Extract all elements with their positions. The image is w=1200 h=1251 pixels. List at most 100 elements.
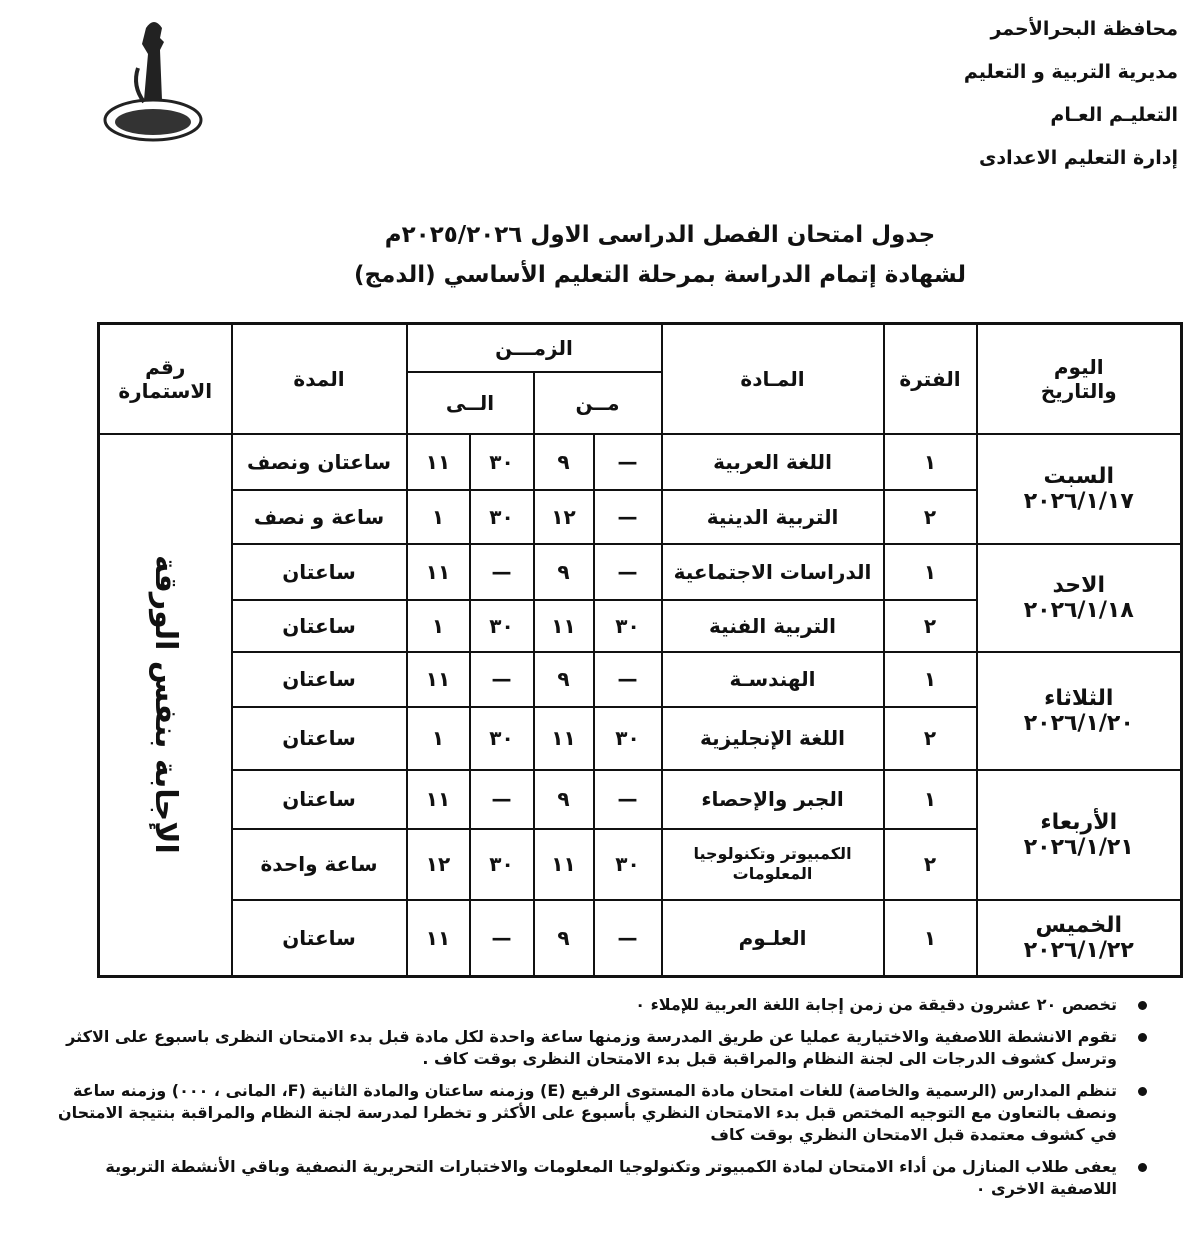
form-note: الإجابة بنفس الورقة: [147, 555, 183, 855]
header-subject: المـادة: [660, 322, 885, 435]
note: يعفى طلاب المنازل من أداء الامتحان لمادة…: [40, 1156, 1155, 1200]
to-hour: ١: [405, 705, 471, 771]
duration: ساعة واحدة: [230, 827, 408, 901]
period: ١: [882, 768, 978, 830]
duration: ساعتان ونصف: [230, 432, 408, 491]
header-period: الفترة: [882, 322, 978, 435]
table-row: ٢ اللغة الإنجليزية ٣٠ ١١ ٣٠ ١ ساعتان: [99, 705, 1182, 771]
day-date: ٢٠٢٦/١/٢٢: [1023, 937, 1134, 963]
from-minute: —: [592, 542, 663, 601]
subject: التربية الفنية: [660, 598, 885, 653]
subject: الدراسات الاجتماعية: [660, 542, 885, 601]
notes: تخصص ٢٠ عشرون دقيقة من زمن إجابة اللغة ا…: [40, 994, 1155, 1210]
subject: التربية الدينية: [660, 488, 885, 545]
from-minute: ٣٠: [592, 705, 663, 771]
day-cell: الاحد ٢٠٢٦/١/١٨: [975, 542, 1183, 653]
header-row: مــن الــى: [99, 370, 1182, 435]
table-row: ٢ التربية الدينية —١٢ ٣٠ ١ ساعة و نصف: [99, 488, 1182, 545]
to-minute: ٣٠: [468, 432, 535, 491]
table-row: الثلاثاء ٢٠٢٦/١/٢٠ ١ الهندسـة —٩—١١ ساعتان: [99, 650, 1183, 771]
table-head: اليوم والتاريخ الفترة المـادة الزمـــن ا…: [97, 322, 1183, 435]
note: تنظم المدارس (الرسمية والخاصة) للغات امت…: [40, 1080, 1155, 1146]
day-date: ٢٠٢٦/١/١٨: [1023, 597, 1134, 623]
to-hour: ١١: [405, 768, 471, 830]
to-minute: —: [468, 768, 535, 830]
day-cell: الأربعاء ٢٠٢٦/١/٢١: [975, 768, 1183, 901]
to-hour: ١١: [405, 898, 471, 978]
from-hour: ١٢: [532, 488, 595, 545]
to-hour: ١١: [405, 542, 471, 601]
to-hour: ١٢: [405, 827, 471, 901]
note: تخصص ٢٠ عشرون دقيقة من زمن إجابة اللغة ا…: [40, 994, 1155, 1016]
note: تقوم الانشطة اللاصفية والاختيارية عمليا …: [40, 1026, 1155, 1070]
period: ٢: [882, 488, 978, 545]
day-cell: الثلاثاء ٢٠٢٦/١/٢٠: [975, 650, 1183, 771]
day-date: ٢٠٢٦/١/١٧: [1023, 488, 1134, 514]
emblem: [103, 22, 203, 142]
header-day-date: اليوم والتاريخ: [1040, 354, 1117, 403]
day-name: الثلاثاء: [1044, 685, 1114, 711]
from-minute: ٣٠: [592, 827, 663, 901]
to-hour: ١: [405, 598, 471, 653]
header-form-number: رقم الاستمارة: [118, 354, 213, 403]
to-minute: ٣٠: [468, 827, 535, 901]
title-line: لشهادة إتمام الدراسة بمرحلة التعليم الأس…: [354, 262, 966, 288]
duration: ساعتان: [230, 768, 408, 830]
form-cell: الإجابة بنفس الورقة: [97, 432, 233, 978]
period: ٢: [882, 598, 978, 653]
header-line: التعليـم العـام: [1050, 104, 1178, 126]
emblem-arm: [134, 67, 146, 104]
duration: ساعتان: [230, 542, 408, 601]
to-minute: —: [468, 542, 535, 601]
table-row: الأربعاء ٢٠٢٦/١/٢١ ١ الجبر والإحصاء —٩—١١ ساع…: [99, 768, 1183, 901]
table-row: الخميس ٢٠٢٦/١/٢٢ ١ العلـوم —٩—١١ ساعتان: [99, 898, 1183, 978]
from-hour: ٩: [532, 542, 595, 601]
duration: ساعتان: [230, 705, 408, 771]
subject: الجبر والإحصاء: [660, 768, 885, 830]
table-row: السبت ٢٠٢٦/١/١٧ ١ اللغة العربية —٩ ٣٠ ١١ ساعتان…: [97, 432, 1183, 978]
from-minute: —: [592, 768, 663, 830]
to-hour: ١: [405, 488, 471, 545]
period: ١: [882, 542, 978, 601]
day-cell: السبت ٢٠٢٦/١/١٧: [975, 432, 1183, 545]
header-cell: رقم الاستمارة: [97, 322, 233, 435]
duration: ساعتان: [230, 598, 408, 653]
from-minute: —: [592, 488, 663, 545]
day-name: السبت: [1043, 463, 1114, 489]
table-row: الاحد ٢٠٢٦/١/١٨ ١ الدراسات الاجتماعية —٩—١١ س…: [99, 542, 1183, 653]
period: ٢: [882, 705, 978, 771]
header-line: محافظة البحرالأحمر: [990, 18, 1178, 40]
exam-table: اليوم والتاريخ الفترة المـادة الزمـــن ا…: [97, 322, 1184, 978]
emblem-figure: [142, 22, 164, 100]
day-date: ٢٠٢٦/١/٢١: [1023, 834, 1134, 860]
table-body: السبت ٢٠٢٦/١/١٧ ١ اللغة العربية —٩ ٣٠ ١١ ساعتان…: [97, 432, 1183, 978]
from-minute: ٣٠: [592, 598, 663, 653]
subject: الكمبيوتر وتكنولوجيا المعلومات: [660, 827, 885, 901]
from-hour: ١١: [532, 598, 595, 653]
duration: ساعتان: [230, 650, 408, 708]
header-line: إدارة التعليم الاعدادى: [979, 147, 1178, 169]
table-row: ٢ التربية الفنية ٣٠ ١١ ٣٠ ١ ساعتان: [99, 598, 1182, 653]
duration: ساعة و نصف: [230, 488, 408, 545]
table-row: ٢ الكمبيوتر وتكنولوجيا المعلومات ٣٠ ١١ ٣٠ ١٢ س…: [99, 827, 1182, 901]
day-name: الخميس: [1035, 912, 1123, 938]
from-minute: —: [592, 650, 663, 708]
day-date: ٢٠٢٦/١/٢٠: [1023, 710, 1134, 736]
from-hour: ٩: [532, 650, 595, 708]
to-minute: ٣٠: [468, 598, 535, 653]
to-minute: —: [468, 650, 535, 708]
header-time: الزمـــن: [405, 322, 663, 373]
to-minute: —: [468, 898, 535, 978]
day-cell: الخميس ٢٠٢٦/١/٢٢: [975, 898, 1183, 978]
header-duration: المدة: [230, 322, 408, 435]
to-minute: ٣٠: [468, 488, 535, 545]
day-name: الاحد: [1052, 572, 1106, 598]
header-from: مــن: [532, 370, 663, 435]
title: جدول امتحان الفصل الدراسى الاول ٢٠٢٥/٢٠٢…: [300, 222, 1020, 302]
to-minute: ٣٠: [468, 705, 535, 771]
to-hour: ١١: [405, 650, 471, 708]
from-hour: ١١: [532, 705, 595, 771]
header-line: مديرية التربية و التعليم: [963, 61, 1178, 83]
